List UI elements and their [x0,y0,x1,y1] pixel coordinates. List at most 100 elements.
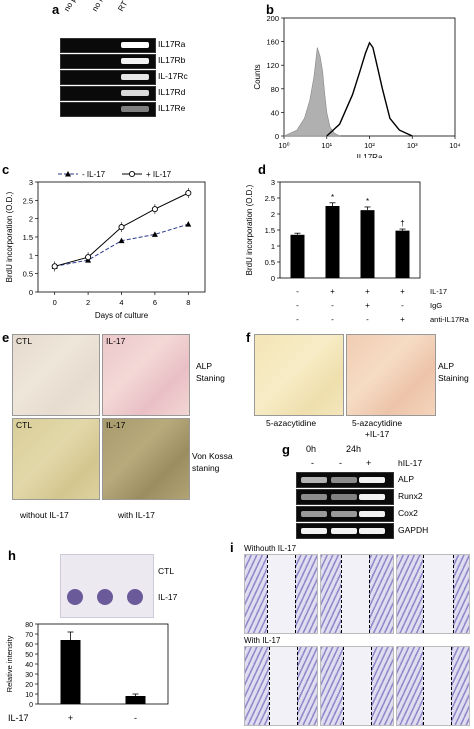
gel-g-row [296,506,394,522]
condition-sign: - [296,315,299,324]
legend-marker [65,171,71,177]
data-point [185,189,192,197]
data-point [85,254,92,261]
plot-frame [37,623,169,705]
e-col-caption-with: with IL-17 [118,510,155,520]
bar [60,640,81,704]
condition-sign: - [401,301,404,310]
gel-a-gene-label: IL17Rd [158,87,186,97]
category-label: + [68,713,73,723]
photo-f-aza-il17 [346,334,436,416]
condition-sign: + [400,287,405,296]
data-point [51,263,58,270]
x-row-label: IL-17 [8,713,29,723]
gel-g-treatment-sign: + [366,458,372,468]
y-tick-label: 2.5 [265,194,275,203]
scratch-wound-gap [343,647,371,725]
bar [290,234,305,278]
bar [325,206,340,278]
y-tick-label: 10 [25,692,33,699]
bar-chart-h: 0 10 20 30 40 50 60 70 80 + - IL-17 Relative intensi… [5,622,169,723]
panel-g-label: g [282,442,290,457]
y-tick-label: 1.5 [23,233,33,242]
y-axis-label: Counts [253,64,262,89]
bar [360,210,375,278]
y-tick-label: 2 [271,210,275,219]
e-caption-vonkossa: Von Kossa staning [192,451,233,473]
y-tick-label: 70 [25,632,33,639]
gel-a-row [60,54,156,69]
y-tick-label: 1 [271,242,275,251]
gel-g-gene-label: ALP [398,474,415,484]
y-tick-label: 40 [271,108,279,117]
condition-sign: + [330,287,335,296]
y-tick-label: 0 [271,274,275,283]
gel-g-row [296,472,394,488]
scratch-wound-gap [423,555,453,633]
gel-g-row [296,523,394,539]
dot-blot-spot [67,589,83,605]
f-caption-alp: ALP Staining [438,361,469,383]
x-axis-label: Days of culture [95,311,149,320]
scratch-line [423,647,424,725]
gel-g-treatment-sign: - [339,458,342,468]
scratch-image [244,646,318,726]
scratch-image [320,554,394,634]
y-tick-label: 0.5 [265,258,275,267]
gel-a-band [121,42,149,48]
panel-h-label: h [8,548,16,563]
y-tick-label: 50 [25,652,33,659]
gel-g-time-0h: 0h [306,444,317,454]
gel-a-row [60,86,156,101]
y-tick-label: 160 [266,38,279,47]
gel-a-band [121,90,149,96]
gel-a-band [121,74,149,80]
gel-g-treatment-sign: - [311,458,314,468]
condition-label: anti-IL17Ra [430,315,470,324]
f-col-caption-aza: 5-azacytidine [266,418,317,428]
scratch-line [453,555,454,633]
x-tick-label: 10³ [407,141,418,150]
data-point [118,224,125,231]
scratch-image [396,646,470,726]
panel-d-label: d [258,162,266,177]
h-blot-label-ctl: CTL [158,566,175,576]
panel-i-label: i [230,540,234,555]
condition-sign: - [366,315,369,324]
x-tick-label: 10¹ [321,141,332,150]
scratch-wound-gap [341,555,369,633]
y-tick-label: 30 [25,672,33,679]
x-tick-label: 2 [86,298,90,307]
legend-label: - IL-17 [82,170,106,179]
x-axis-label: IL17Ra [357,153,383,158]
line-chart-c: 0 0.5 1 1.5 2 2.5 3 0 2 4 6 8 - IL-17 + IL-17 Days of … [5,170,206,320]
data-point [151,206,158,213]
panel-f-label: f [246,330,251,345]
y-tick-label: 3 [271,178,275,187]
condition-sign: + [400,315,405,324]
panel-c-label: c [2,162,10,177]
gel-a-row [60,70,156,85]
h-blot-label-il17: IL-17 [158,592,178,602]
y-tick-label: 2.5 [23,196,33,205]
legend-label: + IL-17 [146,170,172,179]
dot-blot-h [60,554,154,618]
gel-g-band [359,511,385,517]
significance-marker: * [366,197,369,206]
x-tick-label: 4 [119,298,123,307]
data-point [185,221,192,227]
i-row-label-with: With IL-17 [244,636,281,645]
gel-g-gene-label: Cox2 [398,508,418,518]
condition-sign: + [365,287,370,296]
y-tick-label: 2 [29,215,33,224]
gel-g-band [301,477,327,483]
scratch-line [295,555,296,633]
y-tick-label: 120 [266,61,279,70]
condition-sign: + [365,301,370,310]
gel-a-gene-label: IL17Ra [158,39,186,49]
gel-a-gene-label: IL17Rb [158,55,186,65]
gel-a-column-header: no primer [62,0,87,13]
gel-g-band [331,511,357,517]
y-tick-label: 0 [275,132,279,141]
y-tick-label: 80 [271,85,279,94]
